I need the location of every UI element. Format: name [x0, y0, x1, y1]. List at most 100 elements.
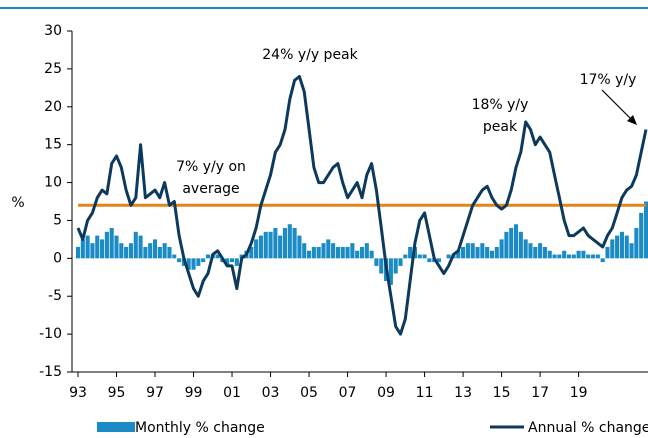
y-tick-label: 0 — [53, 250, 62, 266]
bar — [595, 254, 600, 259]
bar — [629, 243, 634, 259]
bar — [605, 246, 610, 259]
bar — [254, 239, 259, 259]
bar — [340, 246, 345, 259]
bar — [292, 228, 297, 259]
bar — [523, 239, 528, 259]
bar — [311, 246, 316, 259]
bar — [114, 235, 119, 259]
annotation: peak — [483, 119, 518, 135]
annotation: 18% y/y — [472, 97, 529, 113]
bar — [586, 254, 591, 259]
bar — [282, 228, 288, 259]
bar — [124, 246, 129, 259]
x-tick-label: 13 — [454, 385, 472, 401]
bar — [331, 243, 336, 259]
bar — [133, 231, 138, 259]
bar — [461, 246, 466, 259]
x-tick-label: 05 — [300, 385, 318, 401]
bar — [335, 246, 340, 259]
bar — [307, 250, 312, 259]
bar — [504, 231, 509, 259]
annotation-arrow — [601, 89, 634, 122]
bar — [186, 258, 191, 270]
bar — [162, 243, 167, 259]
bar — [485, 246, 490, 259]
bar — [499, 239, 504, 259]
bar — [417, 254, 422, 259]
bar — [591, 254, 596, 259]
bar — [408, 246, 413, 259]
bar — [528, 243, 533, 259]
bar — [128, 243, 133, 259]
bar — [205, 254, 211, 259]
bar — [600, 258, 605, 263]
bar — [562, 250, 567, 259]
bar — [470, 243, 475, 259]
bar — [436, 258, 442, 263]
bar — [364, 243, 369, 259]
x-tick-label: 01 — [223, 385, 241, 401]
bar — [138, 235, 143, 259]
bar — [95, 235, 100, 259]
bar — [119, 243, 124, 259]
bar — [148, 243, 153, 259]
bar — [215, 254, 220, 259]
bar — [518, 231, 523, 259]
y-tick-label: 10 — [44, 175, 62, 191]
bar — [268, 231, 273, 259]
y-tick-label: -10 — [39, 326, 62, 342]
bar — [350, 243, 355, 259]
bar — [403, 254, 408, 259]
bar — [234, 258, 239, 266]
bar — [513, 224, 519, 259]
bar — [297, 235, 302, 259]
bar — [191, 258, 196, 270]
bar — [393, 258, 398, 274]
bar — [201, 258, 206, 263]
bar — [359, 246, 365, 259]
x-tick-label: 09 — [377, 385, 395, 401]
annotation: 17% y/y — [580, 72, 637, 88]
legend-label: Monthly % change — [135, 420, 265, 436]
y-axis-label: % — [11, 195, 24, 211]
bar — [542, 246, 547, 259]
bar — [157, 246, 162, 259]
bar — [80, 239, 85, 259]
bar — [302, 243, 307, 259]
bar — [427, 258, 432, 263]
bar — [557, 254, 562, 259]
bar — [321, 243, 326, 259]
bar — [422, 254, 427, 259]
bar — [85, 235, 90, 259]
arrow-head — [627, 115, 637, 125]
bar — [172, 254, 177, 259]
bar — [109, 228, 114, 259]
bar — [90, 243, 95, 259]
legend-label: Annual % change — [528, 420, 648, 436]
x-tick-label: 11 — [416, 385, 434, 401]
y-tick-label: 30 — [44, 23, 62, 39]
bar — [552, 254, 557, 259]
bar — [167, 246, 172, 259]
x-tick-label: 15 — [493, 385, 511, 401]
bar — [369, 250, 374, 259]
bar — [581, 250, 586, 259]
x-tick-label: 99 — [185, 385, 203, 401]
bar — [316, 246, 321, 259]
annotation: 7% y/y on — [176, 159, 246, 175]
bar — [225, 258, 230, 266]
bar — [75, 246, 81, 259]
bar — [355, 250, 360, 259]
y-tick-label: -5 — [48, 288, 62, 304]
bar — [615, 235, 620, 259]
bar — [494, 246, 499, 259]
bar — [249, 246, 254, 259]
legend-swatch — [97, 422, 135, 432]
bar — [566, 254, 572, 259]
bar — [624, 235, 629, 259]
x-tick-label: 07 — [339, 385, 357, 401]
bar — [576, 250, 581, 259]
bar — [547, 250, 552, 259]
